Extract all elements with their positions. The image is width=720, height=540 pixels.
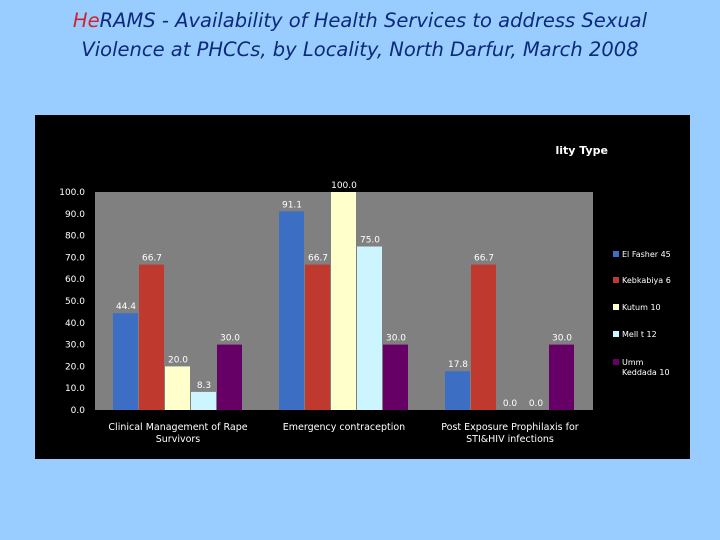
legend-swatch (613, 277, 619, 283)
bar-value-label: 20.0 (168, 355, 188, 365)
y-tick-label: 20.0 (65, 362, 85, 372)
bar (165, 366, 190, 410)
bar-value-label: 44.4 (116, 302, 136, 312)
bar (191, 391, 216, 410)
y-tick-label: 90.0 (65, 210, 85, 220)
bar (217, 344, 242, 410)
bar (357, 246, 382, 410)
x-category-label: Emergency contraception (283, 422, 405, 433)
bar-value-label: 91.1 (282, 200, 302, 210)
legend-swatch (613, 359, 619, 365)
bar-chart: lity Type 0.0 10.0 20.0 30.0 40.0 50.0 60.0 70.0… (59, 144, 671, 445)
legend-label: El Fasher 45 (622, 250, 671, 259)
bar-value-label: 100.0 (331, 181, 357, 191)
legend-label: Umm Keddada 10 (622, 358, 670, 377)
bar-value-label: 0.0 (529, 399, 544, 409)
legend-label: Kebkabiya 6 (622, 276, 671, 285)
y-tick-label: 0.0 (71, 406, 86, 416)
chart-panel: lity Type 0.0 10.0 20.0 30.0 40.0 50.0 60.0 70.0… (35, 115, 690, 459)
y-tick-label: 40.0 (65, 319, 85, 329)
bar-value-label: 30.0 (552, 334, 572, 344)
legend-swatch (613, 304, 619, 310)
legend-label: Mell t 12 (622, 330, 657, 339)
bar-value-label: 30.0 (220, 334, 240, 344)
bar-value-label: 66.7 (474, 254, 494, 264)
y-tick-label: 70.0 (65, 253, 85, 263)
x-category-label: Clinical Management of Rape Survivors (108, 422, 247, 445)
title-brand-he: He (72, 9, 100, 32)
bar-value-label: 17.8 (448, 360, 468, 370)
bar (549, 344, 574, 410)
legend-label: Kutum 10 (622, 303, 661, 312)
title-line-1-text: - Availability of Health Services to add… (155, 9, 648, 32)
slide-title: HeRAMS - Availability of Health Services… (0, 6, 720, 64)
y-tick-label: 80.0 (65, 232, 85, 242)
y-tick-label: 100.0 (59, 188, 85, 198)
bar (139, 264, 164, 410)
bar-value-label: 75.0 (360, 236, 380, 246)
bar-value-label: 30.0 (386, 334, 406, 344)
bar (305, 264, 330, 410)
x-category-label: Post Exposure Prophilaxis for STI&HIV inf… (441, 422, 579, 445)
y-tick-label: 30.0 (65, 341, 85, 351)
bar (331, 192, 356, 410)
title-line-1: HeRAMS - Availability of Health Services… (0, 6, 720, 35)
title-brand-rams: RAMS (99, 9, 156, 32)
bar-value-label: 8.3 (197, 381, 211, 391)
bar-value-label: 0.0 (503, 399, 518, 409)
bar (445, 371, 470, 410)
bar (471, 264, 496, 410)
bar (383, 344, 408, 410)
legend-swatch (613, 331, 619, 337)
y-tick-label: 50.0 (65, 297, 85, 307)
bar-value-label: 66.7 (142, 254, 162, 264)
bar-value-label: 66.7 (308, 254, 328, 264)
bar (279, 211, 304, 410)
legend-swatch (613, 251, 619, 257)
title-line-2: Violence at PHCCs, by Locality, North Da… (81, 38, 639, 61)
y-tick-label: 10.0 (65, 384, 85, 394)
chart-title: lity Type (555, 144, 608, 157)
bar (113, 313, 138, 410)
y-tick-label: 60.0 (65, 275, 85, 285)
